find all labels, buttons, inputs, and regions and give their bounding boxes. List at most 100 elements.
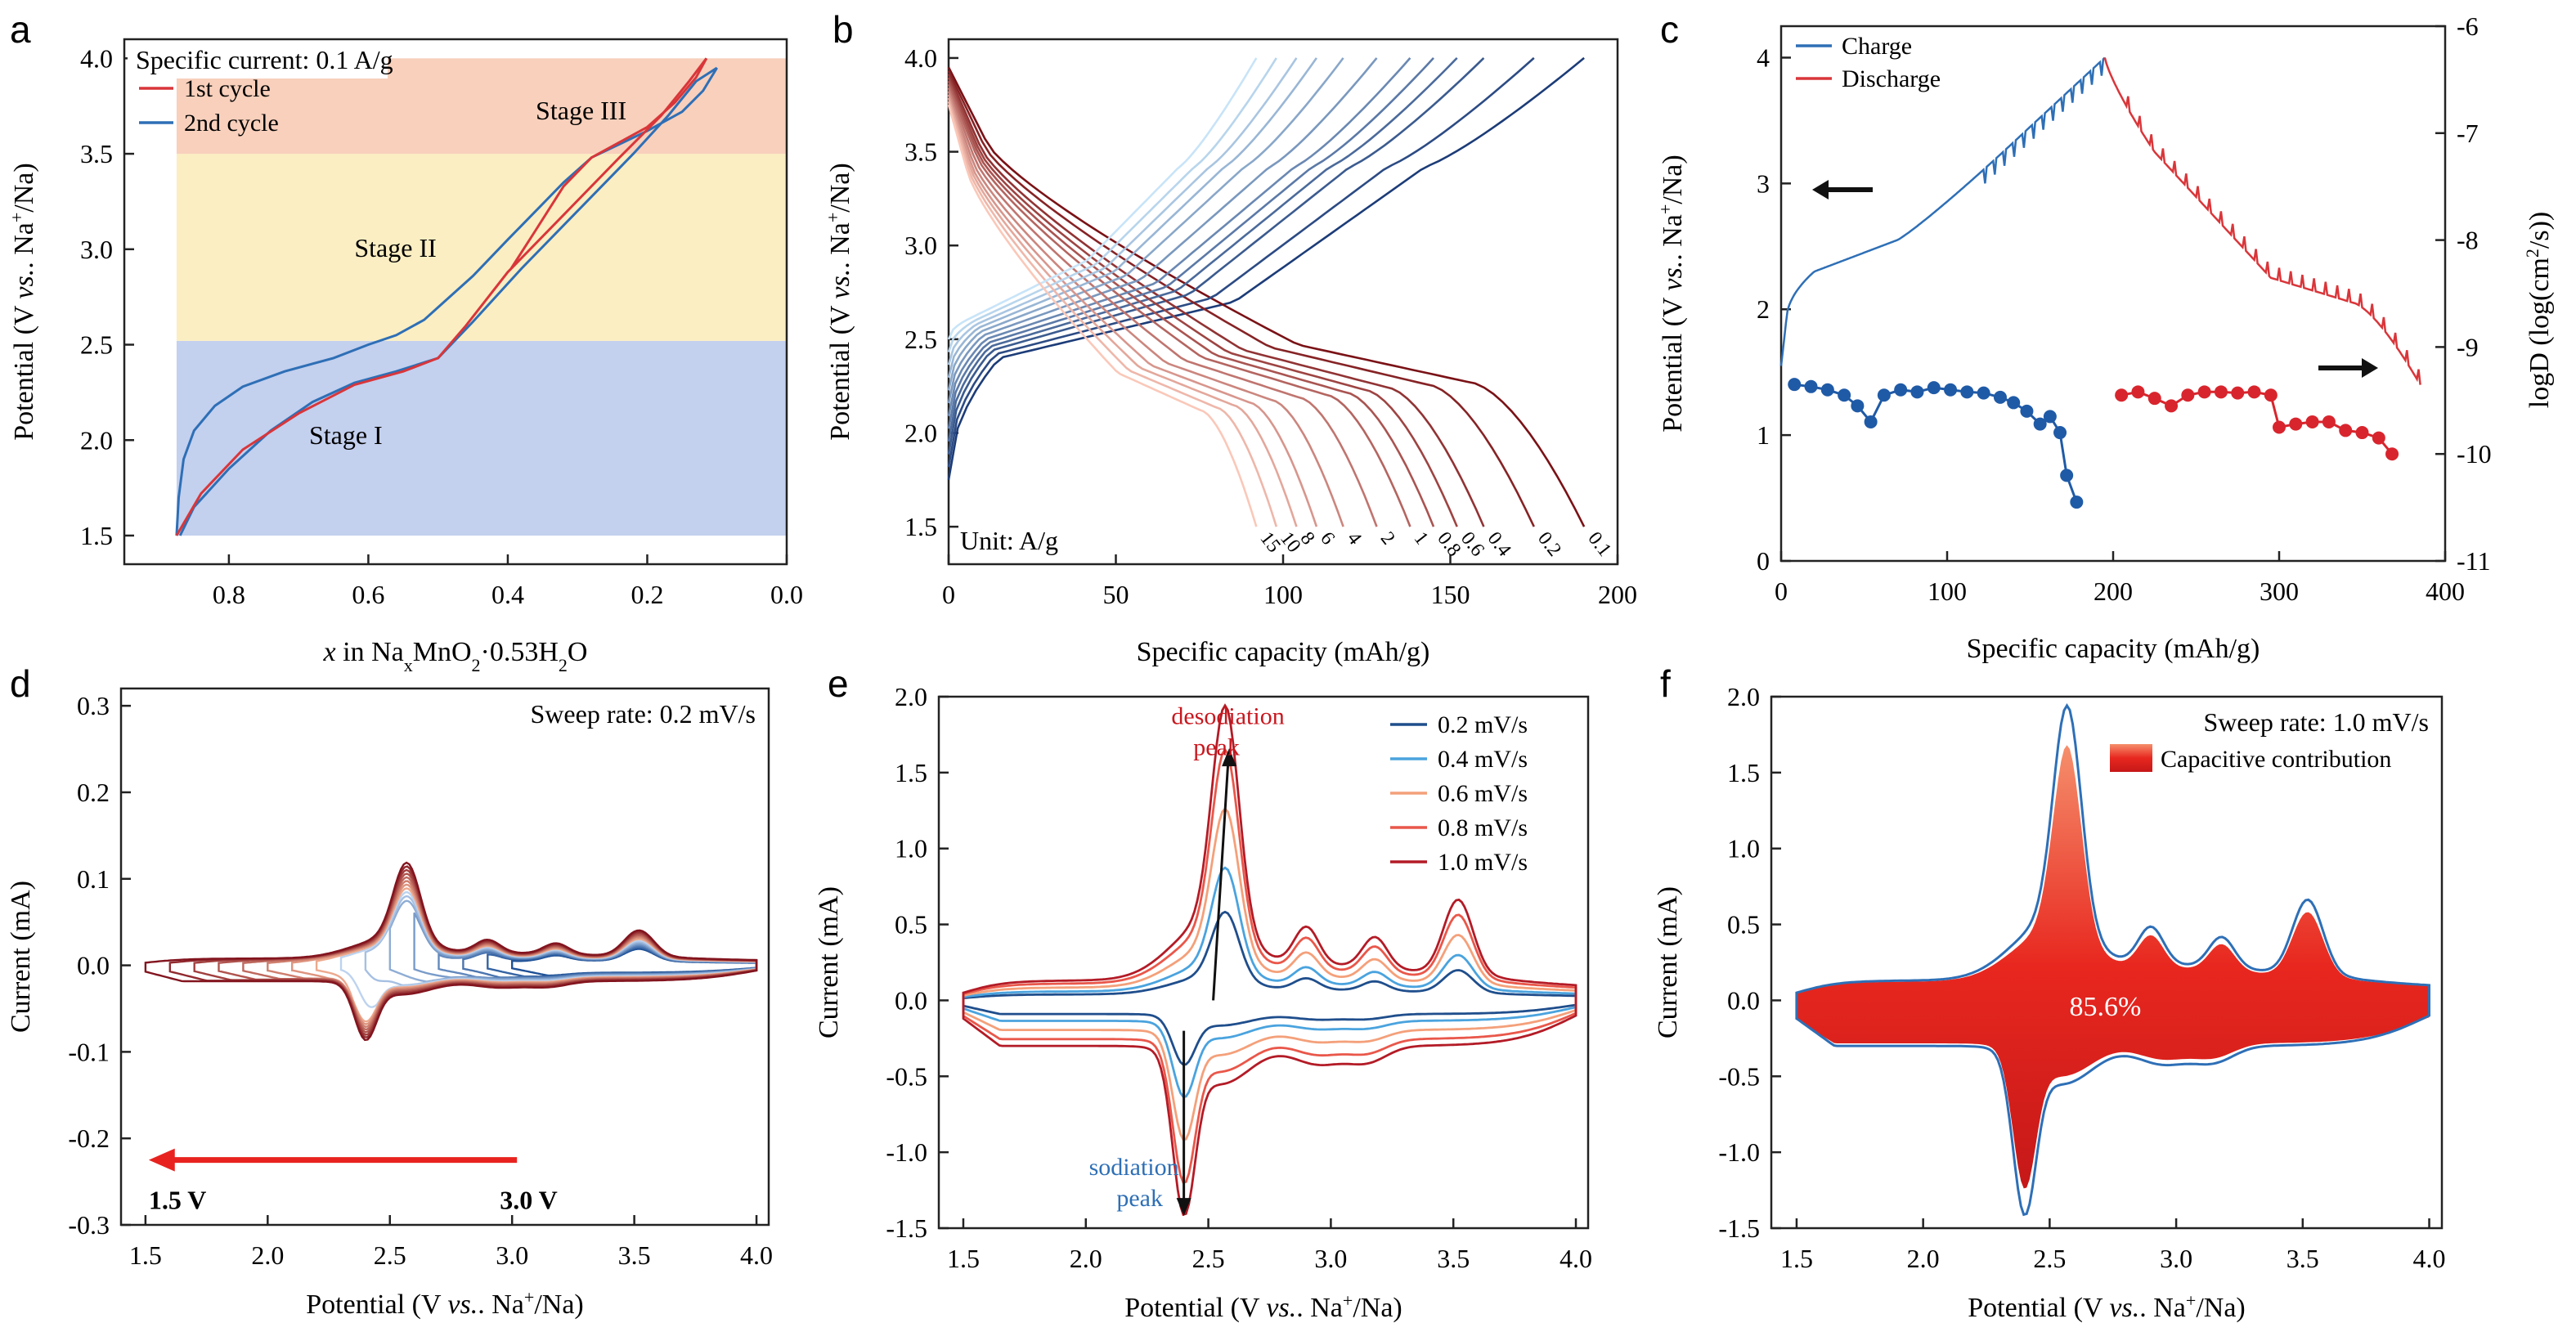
- y-tick-label: 3.5: [904, 137, 937, 167]
- discharge-curve: [947, 94, 1318, 527]
- logd-discharge-point: [2181, 388, 2195, 402]
- cv-curve: [144, 861, 758, 1042]
- y-tick-label: 2.0: [904, 419, 937, 448]
- label-part: /Na): [9, 163, 39, 212]
- y-axis-label: Current (mA): [1653, 886, 1683, 1038]
- x-tick-label: 2.5: [2033, 1244, 2066, 1273]
- cycle-curve: [509, 57, 708, 269]
- charge-curve: [947, 56, 1458, 442]
- label-part: Potential (V: [825, 299, 855, 441]
- x-axis-label: Specific capacity (mAh/g): [1137, 637, 1430, 667]
- charge-curve: [947, 57, 1344, 391]
- rate-label: 15: [1256, 528, 1285, 557]
- label-part: Potential (V: [1658, 291, 1688, 433]
- x-tick-label: 0.6: [352, 580, 384, 609]
- y-tick-label: 0.0: [1727, 985, 1760, 1015]
- logd-charge-point: [2043, 410, 2057, 424]
- cv-curve: [962, 866, 1577, 1098]
- sweep-arrow-head-icon: [148, 1148, 175, 1172]
- discharge-curve: [2103, 57, 2421, 385]
- label-part: x: [323, 637, 336, 667]
- label-part: . Na: [1658, 214, 1688, 261]
- peak-label: peak: [1116, 1185, 1163, 1212]
- y-tick-label: 0.1: [77, 864, 110, 894]
- label-part: logD (log(cm: [2524, 258, 2555, 408]
- charge-curve: [947, 57, 1277, 352]
- logd-discharge-point: [2247, 385, 2261, 399]
- y2-tick-label: -8: [2457, 226, 2479, 255]
- label-part: in Na: [336, 637, 404, 667]
- y-tick-label: 1.5: [80, 521, 113, 550]
- y-tick-label: -0.5: [886, 1061, 927, 1091]
- label-part: vs.: [1658, 261, 1688, 291]
- logd-discharge-point: [2147, 392, 2161, 406]
- y-tick-label: 0.3: [77, 691, 110, 720]
- legend-label: 1st cycle: [184, 75, 271, 102]
- panel-label: c: [1660, 8, 1679, 51]
- arrow-label: 1.5 V: [149, 1186, 207, 1215]
- label-part: vs.: [9, 269, 39, 299]
- discharge-curve: [947, 101, 1278, 527]
- rate-label: 1: [1410, 528, 1433, 549]
- y-tick-label: -0.5: [1718, 1061, 1760, 1091]
- y-tick-label: 1: [1757, 420, 1770, 450]
- y-tick-label: 0.5: [895, 910, 927, 940]
- x-axis-label: Specific capacity (mAh/g): [1967, 634, 2260, 664]
- peak-label: desodiation: [1171, 702, 1284, 729]
- label-part: /Na): [534, 1289, 583, 1320]
- x-axis-label: Potential (V vs.. Na+/Na): [306, 1287, 583, 1321]
- y-tick-label: 1.0: [1727, 834, 1760, 863]
- y-tick-label: -1.5: [886, 1213, 927, 1243]
- plot-frame: [1779, 25, 2447, 563]
- y-tick-label: 0.5: [1727, 910, 1760, 940]
- annotation-text: Specific current: 0.1 A/g: [136, 45, 393, 74]
- y-axis-label: Potential (V vs.. Na+/Na): [823, 163, 856, 440]
- x-tick-label: 1.5: [947, 1244, 980, 1273]
- rate-label: 2: [1376, 528, 1399, 549]
- annotation-text: Unit: A/g: [960, 526, 1058, 555]
- capacitive-area: [1796, 745, 2430, 1189]
- discharge-curve: [947, 66, 1586, 527]
- logd-discharge-point: [2197, 385, 2211, 399]
- y-tick-label: 3.5: [80, 139, 113, 168]
- y-tick-label: 2.0: [1727, 682, 1760, 711]
- logd-charge-point: [1910, 385, 1924, 399]
- panel-label: e: [828, 662, 849, 705]
- label-part: vs.: [1266, 1293, 1296, 1323]
- x-tick-label: 2.0: [1907, 1244, 1940, 1273]
- x-tick-label: 300: [2260, 576, 2299, 606]
- label-part: vs.: [447, 1289, 478, 1320]
- y-tick-label: 4.0: [80, 43, 113, 73]
- x-tick-label: 4.0: [1560, 1244, 1592, 1273]
- x-tick-label: 4.0: [740, 1240, 773, 1270]
- label-part: 2: [472, 655, 481, 675]
- x-axis-label: Potential (V vs.. Na+/Na): [1124, 1290, 1402, 1324]
- rate-label: 0.8: [1433, 528, 1465, 561]
- x-tick-label: 1.5: [1780, 1244, 1813, 1273]
- logd-charge-point: [2020, 404, 2034, 418]
- legend-label: 0.2 mV/s: [1438, 711, 1528, 738]
- x-tick-label: 4.0: [2413, 1244, 2446, 1273]
- logd-discharge-point: [2339, 424, 2353, 437]
- label-part: Potential (V: [306, 1289, 447, 1320]
- y-tick-label: 1.5: [895, 758, 927, 787]
- x-tick-label: 3.0: [2160, 1244, 2192, 1273]
- label-part: /s)): [2524, 212, 2555, 249]
- logd-discharge-point: [2385, 447, 2399, 461]
- y-tick-label: 3.0: [80, 235, 113, 264]
- rate-label: 0.4: [1483, 528, 1515, 561]
- y-tick-label: 0.0: [77, 951, 110, 980]
- x-tick-label: 3.0: [1314, 1244, 1347, 1273]
- y-tick-label: -1.0: [886, 1137, 927, 1167]
- panel-e: 1.5 2.0 2.5 3.0 3.5 4.0 -1.5 -1.0 -0.5 0.0 0.5 1.0 1…: [814, 682, 1592, 1323]
- label-part: 2: [559, 655, 568, 675]
- x-tick-label: 0.2: [631, 580, 663, 609]
- y-axis-label: Potential (V vs.. Na+/Na): [7, 163, 40, 440]
- label-part: +: [2186, 1290, 2196, 1311]
- logd-charge-point: [1804, 379, 1818, 393]
- label-part: +: [823, 213, 843, 222]
- label-part: /Na): [2196, 1293, 2245, 1323]
- legend-label: 0.4 mV/s: [1438, 746, 1528, 773]
- label-part: /Na): [1658, 155, 1688, 204]
- panel-c: 0 100 200 300 400 0 1 2 3 4 -11 -10 -9 -8 -7 -6 Charge Di…: [1655, 11, 2556, 664]
